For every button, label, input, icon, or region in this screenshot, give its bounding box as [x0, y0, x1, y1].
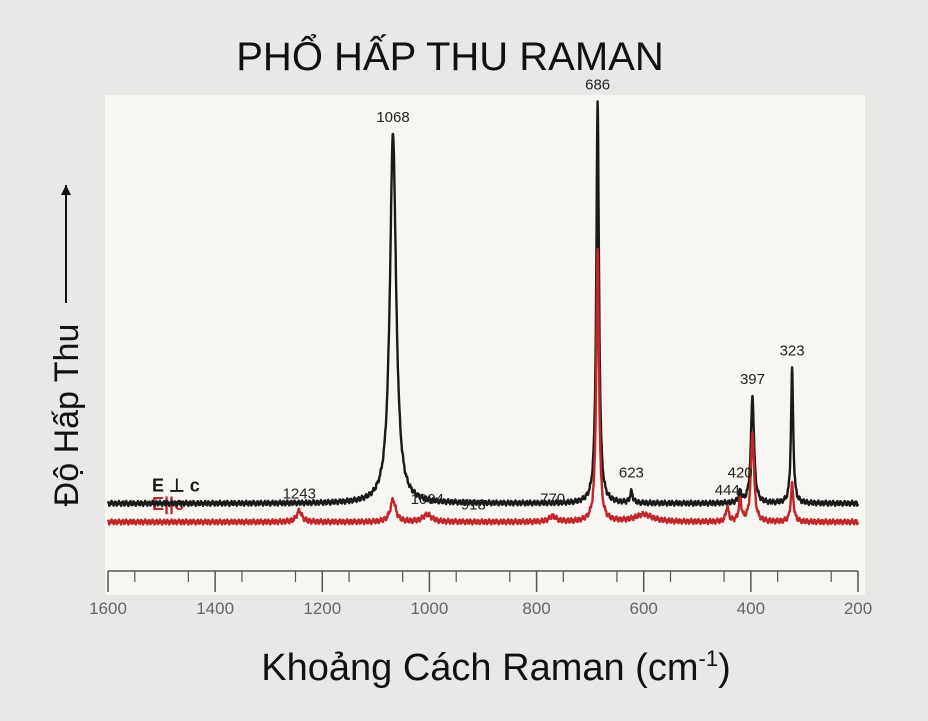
- x-axis-label-close: ): [718, 647, 731, 689]
- x-axis-ticks: 1600 1400 1200 1000 800 600 400 200: [89, 571, 872, 618]
- x-tick-label-800: 800: [522, 599, 550, 618]
- peak-annotations: 1068 686 623 420 397 323 1243 1004 918 770 444: [283, 77, 805, 514]
- x-tick-label-200: 200: [844, 599, 872, 618]
- x-tick-label-400: 400: [737, 599, 765, 618]
- peak-label-770: 770: [540, 490, 565, 507]
- chart-title: PHỔ HẤP THU RAMAN: [236, 32, 663, 79]
- peak-label-918: 918: [461, 496, 486, 513]
- peak-label-686: 686: [585, 77, 610, 94]
- peak-label-323: 323: [780, 342, 805, 359]
- x-tick-label-1400: 1400: [196, 599, 234, 618]
- peak-label-397: 397: [740, 371, 765, 388]
- x-axis-label-main: Khoảng Cách Raman (cm: [261, 647, 698, 689]
- x-axis-label-superscript: -1: [699, 646, 719, 671]
- series-line-1: [106, 248, 860, 526]
- peak-label-444: 444: [715, 482, 740, 499]
- series-lines: [106, 100, 860, 526]
- peak-label-1068: 1068: [376, 109, 409, 126]
- series-line-0: [106, 100, 860, 508]
- y-axis-arrow-head: [61, 185, 71, 195]
- peak-label-623: 623: [619, 465, 644, 482]
- x-tick-label-1200: 1200: [303, 599, 341, 618]
- x-tick-label-1000: 1000: [411, 599, 449, 618]
- x-tick-label-1600: 1600: [89, 599, 127, 618]
- peak-label-420: 420: [728, 465, 753, 482]
- y-axis-label-group: Độ Hấp Thu: [48, 185, 86, 506]
- x-axis-label: Khoảng Cách Raman (cm-1): [261, 646, 730, 689]
- series-label-0: E ⊥ c: [152, 476, 200, 496]
- peak-label-1004: 1004: [411, 491, 444, 508]
- peak-label-1243: 1243: [283, 485, 316, 502]
- y-axis-label: Độ Hấp Thu: [48, 324, 86, 507]
- x-tick-label-600: 600: [630, 599, 658, 618]
